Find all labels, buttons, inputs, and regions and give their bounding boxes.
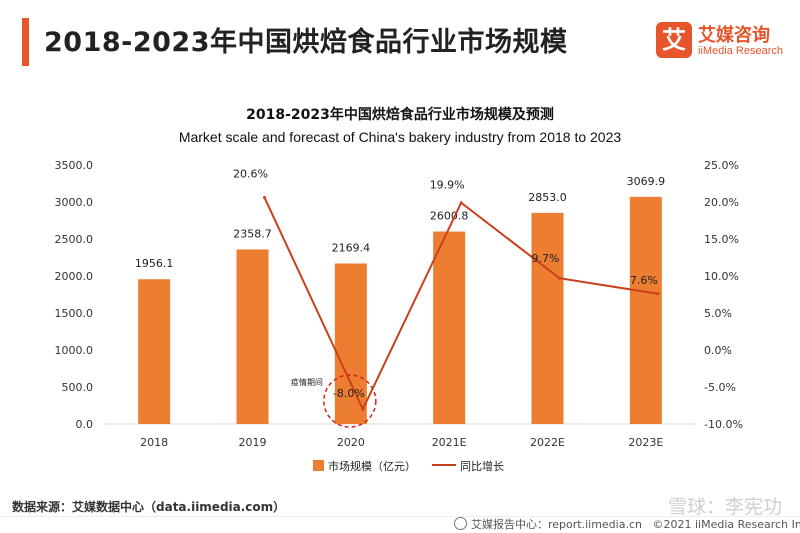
y-right-tick-label: 0.0% [704,344,732,357]
x-tick-label: 2021E [432,436,467,449]
x-tick-label: 2023E [628,436,663,449]
legend-line-label: 同比增长 [460,459,504,473]
bar [138,279,171,424]
growth-value-label: 20.6% [233,168,268,181]
y-left-tick-label: 0.0 [76,418,94,431]
watermark: 雪球：李宪功 [668,496,783,518]
y-left-tick-label: 500.0 [62,381,94,394]
growth-point [263,196,266,200]
bar-value-label: 2600.8 [430,210,469,223]
legend-bar-label: 市场规模（亿元） [328,459,416,473]
logo-en-text: iiMedia Research [698,45,783,57]
growth-value-label: 19.9% [430,179,465,192]
y-right-tick-label: -10.0% [704,418,743,431]
annotation-circle [323,374,377,428]
logo-mark: 艾 [656,22,692,58]
bar [629,196,662,424]
x-tick-label: 2018 [140,436,168,449]
y-right-tick-label: -5.0% [704,381,736,394]
footer-divider [0,516,800,517]
y-left-tick-label: 3000.0 [55,196,94,209]
bar [433,231,466,424]
growth-value-label: -8.0% [333,387,365,400]
title-accent-bar [22,18,29,66]
y-left-tick-label: 1500.0 [55,307,94,320]
y-right-tick-label: 5.0% [704,307,732,320]
x-tick-label: 2022E [530,436,565,449]
growth-point [459,201,463,205]
growth-point [656,292,660,296]
y-left-tick-label: 3500.0 [55,159,94,172]
data-source: 数据来源：艾媒数据中心（data.iimedia.com） [12,500,286,514]
y-right-tick-label: 20.0% [704,196,739,209]
brand-logo: 艾 艾媒咨询 iiMedia Research [656,20,796,64]
growth-value-label: 7.6% [630,274,658,287]
bar [531,212,564,424]
x-tick-label: 2020 [337,436,365,449]
chart-title: 2018-2023年中国烘焙食品行业市场规模及预测 [246,107,554,123]
growth-point [558,276,561,280]
bar-value-label: 2853.0 [528,191,567,204]
y-right-tick-label: 25.0% [704,159,739,172]
annotation-label: 疫情期间 [291,377,323,387]
x-tick-label: 2019 [239,436,267,449]
bar-value-label: 2358.7 [233,227,272,240]
report-site: 艾媒报告中心：report.iimedia.cn [471,518,642,531]
copyright: ©2021 iiMedia Research Inc [652,518,800,531]
bar-value-label: 3069.9 [627,175,666,188]
y-left-tick-label: 2500.0 [55,233,94,246]
growth-value-label: 9.7% [532,252,560,265]
bar-value-label: 2169.4 [332,241,371,254]
legend-bar-swatch [313,460,324,471]
bar-value-label: 1956.1 [135,257,174,270]
y-right-tick-label: 15.0% [704,233,739,246]
report-center-icon [454,517,467,530]
bar [236,249,269,424]
y-left-tick-label: 2000.0 [55,270,94,283]
logo-cn-text: 艾媒咨询 [698,25,770,46]
growth-point [361,407,365,411]
y-right-tick-label: 10.0% [704,270,739,283]
chart-subtitle: Market scale and forecast of China's bak… [178,129,622,145]
bar [334,263,367,424]
y-left-tick-label: 1000.0 [55,344,94,357]
footer-credits: 艾媒报告中心：report.iimedia.cn ©2021 iiMedia R… [454,516,800,532]
page-title: 2018-2023年中国烘焙食品行业市场规模 [44,27,568,58]
